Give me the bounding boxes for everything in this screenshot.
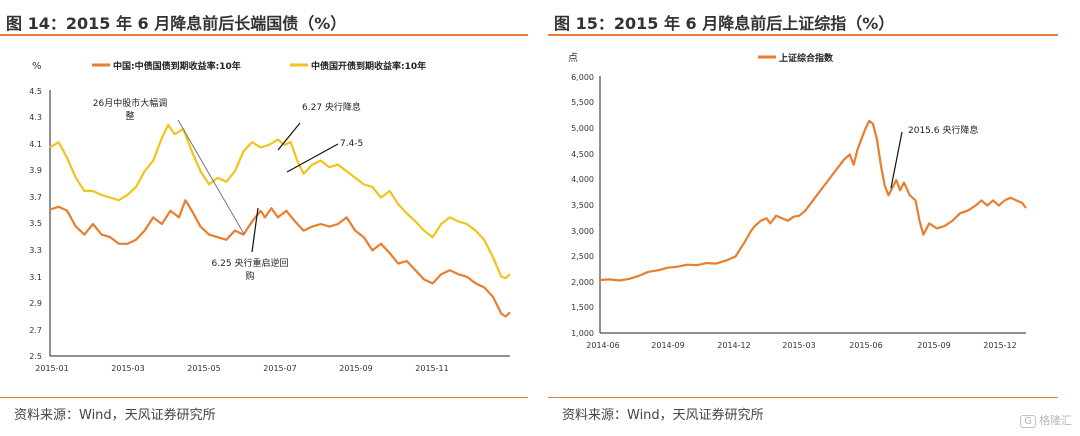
left-x-tick: 2015-09	[339, 364, 372, 373]
left-y-tick: 3.7	[29, 193, 42, 202]
left-figure-title: 图 14：2015 年 6 月降息前后长端国债（%）	[6, 14, 347, 33]
right-x-tick: 2015-12	[983, 341, 1016, 350]
right-x-tick: 2015-06	[849, 341, 882, 350]
right-y-tick: 1,000	[571, 329, 594, 338]
right-x-tick: 2014-09	[651, 341, 684, 350]
right-y-unit: 点	[568, 52, 578, 64]
right-series-line-sse	[599, 119, 1027, 282]
left-x-tick: 2015-07	[263, 364, 296, 373]
right-y-tick: 4,000	[571, 175, 594, 184]
left-figure: 图 14：2015 年 6 月降息前后长端国债（%） % 中国:中债国债到期收益…	[0, 0, 528, 436]
right-y-tick: 2,000	[571, 278, 594, 287]
left-x-tick: 2015-05	[187, 364, 220, 373]
left-legend-label-cgb: 中国:中债国债到期收益率:10年	[113, 60, 241, 72]
left-annotation-leader	[251, 207, 259, 253]
right-annotation-leader	[890, 131, 903, 189]
left-annotation-text: 7.4-5	[340, 139, 363, 149]
right-x-tick: 2014-12	[717, 341, 750, 350]
right-x-tick: 2014-06	[586, 341, 619, 350]
left-series-line-cdb	[49, 123, 511, 280]
left-annotation-text: 6.27 央行降息	[302, 101, 361, 113]
left-y-tick: 4.5	[29, 87, 42, 96]
left-annotation-text: 6.25 央行重启逆回	[212, 257, 289, 269]
left-y-tick: 3.3	[29, 246, 42, 255]
right-y-tick: 4,500	[571, 150, 594, 159]
watermark-badge: G	[1020, 415, 1036, 428]
left-series-line-cgb	[49, 199, 511, 318]
right-source-divider	[548, 397, 1058, 398]
right-x-tick: 2015-03	[782, 341, 815, 350]
left-source-divider	[0, 397, 528, 398]
left-annotation-leader	[286, 143, 339, 173]
left-y-tick: 2.5	[29, 352, 42, 361]
right-y-tick: 5,000	[571, 124, 594, 133]
right-x-tick: 2015-09	[917, 341, 950, 350]
right-y-tick: 6,000	[571, 73, 594, 82]
left-y-tick: 3.9	[29, 166, 42, 175]
left-y-tick: 4.3	[29, 113, 42, 122]
right-y-tick: 3,000	[571, 227, 594, 236]
left-x-tick: 2015-01	[35, 364, 68, 373]
left-annotation-leader	[277, 122, 301, 151]
right-title-divider	[548, 34, 1058, 36]
left-y-tick: 4.1	[29, 140, 42, 149]
watermark-text: 格隆汇	[1039, 414, 1072, 427]
left-source-note: 资料来源：Wind，天风证券研究所	[14, 408, 216, 423]
left-title-divider	[0, 34, 528, 36]
right-legend-label: 上证综合指数	[779, 52, 834, 64]
right-y-tick: 5,500	[571, 98, 594, 107]
right-y-tick: 3,500	[571, 201, 594, 210]
right-annotation-text: 2015.6 央行降息	[908, 124, 978, 136]
left-annotation-text: 26月中股市大幅调	[93, 97, 167, 109]
right-y-tick: 1,500	[571, 303, 594, 312]
right-source-note: 资料来源：Wind，天风证券研究所	[562, 408, 764, 423]
left-chart: % 中国:中债国债到期收益率:10年 中债国开债到期收益率:10年 4.5 4.…	[29, 60, 511, 373]
left-x-tick: 2015-11	[415, 364, 448, 373]
left-y-unit: %	[32, 61, 42, 72]
left-legend-label-cdb: 中债国开债到期收益率:10年	[311, 60, 426, 72]
left-y-tick: 2.7	[29, 326, 42, 335]
right-figure: 图 15：2015 年 6 月降息前后上证综指（%） 点 上证综合指数 6,00…	[548, 0, 1080, 436]
right-figure-title: 图 15：2015 年 6 月降息前后上证综指（%）	[554, 14, 895, 33]
right-y-tick: 2,500	[571, 252, 594, 261]
left-annotation-leader	[177, 119, 245, 235]
left-y-tick: 3.1	[29, 273, 42, 282]
left-annotation-text: 整	[125, 110, 134, 122]
left-y-tick: 2.9	[29, 299, 42, 308]
left-annotation-text: 购	[245, 270, 254, 282]
left-x-tick: 2015-03	[111, 364, 144, 373]
right-chart: 点 上证综合指数 6,000 5,500 5,000 4,500 4,000 3…	[568, 52, 1027, 350]
watermark: G 格隆汇	[1020, 412, 1072, 428]
left-y-tick: 3.5	[29, 219, 42, 228]
